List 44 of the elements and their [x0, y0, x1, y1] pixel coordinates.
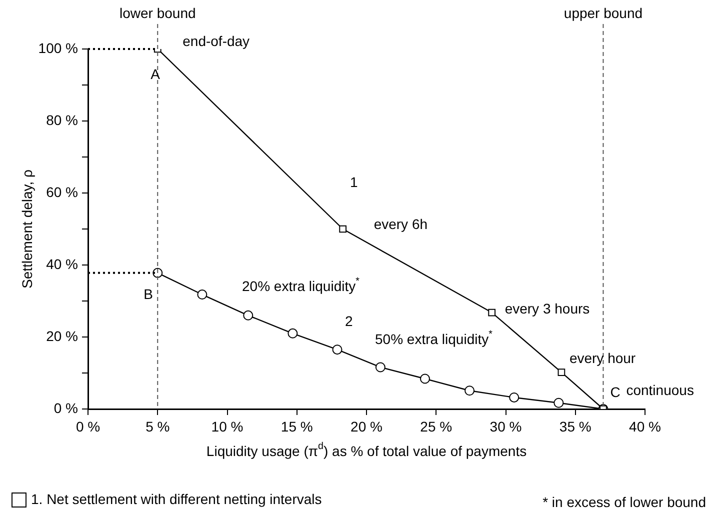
annotation: A [150, 66, 161, 82]
x-tick-label: 0 % [76, 418, 100, 434]
y-tick-label: 20 % [46, 328, 78, 344]
annotation: 2 [345, 312, 353, 329]
annotation: 1 [350, 174, 358, 190]
point [509, 392, 520, 402]
point [488, 308, 496, 316]
annotation: 20% extra liquidity* [242, 276, 360, 294]
annotation: 50% extra liquidity* [375, 329, 493, 347]
text: * in excess of lower bound [542, 494, 706, 510]
annotation: every hour [569, 350, 636, 366]
x-tick-label: 10 % [211, 418, 244, 434]
point [554, 398, 564, 408]
point [375, 362, 386, 372]
point [243, 310, 254, 320]
annotation: end-of-day [182, 32, 250, 49]
annotation: C [610, 384, 620, 400]
ref-line-label: lower bound [119, 4, 196, 21]
annotation: every 3 hours [504, 300, 590, 316]
point [464, 386, 475, 396]
ref-line-label: upper bound [564, 4, 643, 21]
annotation: every 6h [374, 216, 428, 232]
y-axis-title: Settlement delay, ρ [18, 169, 35, 288]
point [197, 290, 208, 300]
x-tick-label: 40 % [629, 418, 661, 434]
x-tick-label: 5 % [146, 418, 170, 434]
x-tick-label: 25 % [420, 418, 452, 434]
y-tick-label: 60 % [46, 184, 78, 200]
y-tick-label: 80 % [46, 112, 78, 128]
y-tick-label: 40 % [46, 256, 78, 272]
point [420, 374, 430, 384]
x-tick-label: 30 % [490, 418, 522, 434]
annotation: continuous [626, 382, 694, 398]
legend-label: 1. Net settlement with different netting intervals [31, 490, 322, 507]
x-tick-label: 15 % [280, 418, 313, 434]
y-tick-label: 100 % [38, 40, 78, 56]
x-tick-label: 20 % [350, 418, 382, 434]
point [288, 328, 298, 338]
annotation: B [144, 286, 153, 302]
point [339, 225, 347, 233]
point [332, 344, 342, 355]
x-tick-label: 35 % [559, 418, 592, 434]
y-tick-label: 0 % [54, 400, 78, 416]
point [558, 368, 566, 376]
